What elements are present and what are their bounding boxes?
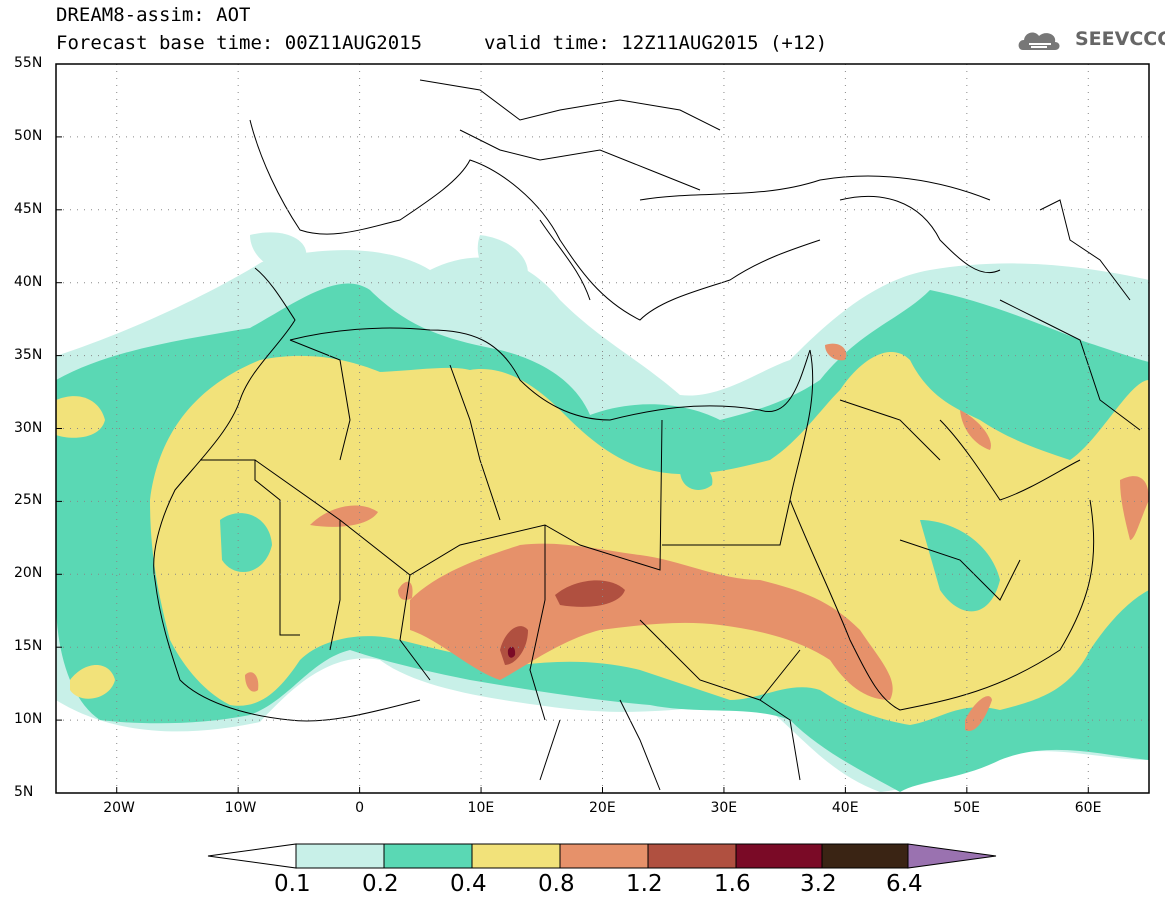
border [254,419,663,576]
coastline [249,119,821,321]
colorbar-box [821,843,909,869]
lat-label: 5N [14,784,34,800]
lat-label: 40N [14,273,43,290]
colorbar-label: 0.4 [450,871,487,897]
aot-level-0-2 [220,513,272,572]
colorbar-high-triangle [907,843,997,869]
lon-label: 10E [467,800,495,816]
logo-text: SEEVCCC [1075,28,1165,50]
colorbar-label: 0.2 [362,871,399,897]
coastline [289,327,811,421]
border [1039,199,1131,301]
aot-level-0-4 [150,351,1149,725]
colorbar-box [383,843,473,869]
lat-label: 15N [14,638,43,655]
border [289,339,351,461]
border [529,525,546,721]
border [459,129,701,191]
border [329,520,341,651]
lon-label: 30E [710,800,738,816]
coastline [639,175,991,201]
lon-label: 50E [953,800,980,816]
colorbar-label: 3.2 [800,871,837,897]
lat-label: 50N [14,127,43,144]
aot-level-0-8 [410,543,893,700]
aot-level-1-2 [500,626,528,665]
border [619,699,661,791]
border [899,539,1021,601]
colorbar-box [735,843,823,869]
lat-label: 10N [14,711,43,728]
lon-label: 10W [224,800,257,816]
border [999,299,1141,431]
border [449,364,501,521]
colorbar-label: 6.4 [886,871,923,897]
cloud-logo-icon [1018,32,1060,50]
colorbar-box [559,843,649,869]
country-borders [153,79,1141,791]
coastline [539,219,591,301]
lon-label: 20W [103,800,135,816]
colorbar-label: 1.6 [714,871,751,897]
colorbar-label: 1.2 [626,871,663,897]
lat-label: 25N [14,492,43,509]
colorbar-low-triangle [207,843,297,869]
colorbar-label: 0.1 [274,871,311,897]
colorbar-box [647,843,737,869]
aot-level-0-4 [56,396,105,438]
colorbar-box [295,843,385,869]
aot-level-0-1 [477,235,528,290]
lat-label: 30N [14,419,43,436]
colorbar [207,843,997,869]
border [759,699,801,781]
border [662,499,791,546]
aot-level-0-8 [825,343,847,361]
aot-level-1-2 [555,580,625,607]
lat-label: 45N [14,200,43,217]
grid-lines [56,64,1149,793]
aot-level-0-8 [310,505,378,527]
map-title: DREAM8-assim: AOT [56,4,251,26]
aot-level-0-4 [70,665,115,699]
aot-level-0-2 [920,520,1000,612]
aot-level-0-1 [250,232,307,271]
aot-level-1-6 [507,646,516,658]
coastline [153,267,421,722]
aot-level-0-8 [960,410,991,450]
aot-level-0-8 [965,696,992,731]
colorbar-label: 0.8 [538,871,575,897]
aot-level-0-8 [1120,476,1149,540]
border [200,459,300,636]
coastline [939,419,1081,501]
aot-level-0-8 [245,672,259,692]
border [399,574,431,681]
lat-label: 20N [14,565,43,582]
border [639,619,801,701]
coastline [789,349,1095,711]
axis-ticks [56,63,1089,794]
coastline [839,195,1001,274]
valid-time: valid time: 12Z11AUG2015 (+12) [484,32,828,54]
lat-label: 55N [14,55,43,71]
lon-label: 0 [355,800,365,816]
border [839,399,941,461]
border [419,79,721,131]
colorbar-box [471,843,561,869]
aot-level-0-8 [398,581,413,600]
aot-field [56,232,1149,792]
lon-label: 20E [589,800,616,816]
lat-label: 35N [14,346,43,363]
aot-level-0-2 [680,465,713,490]
lon-label: 60E [1074,800,1102,816]
border [539,719,561,781]
lon-label: 40E [831,800,859,816]
forecast-base-time: Forecast base time: 00Z11AUG2015 [56,32,423,54]
